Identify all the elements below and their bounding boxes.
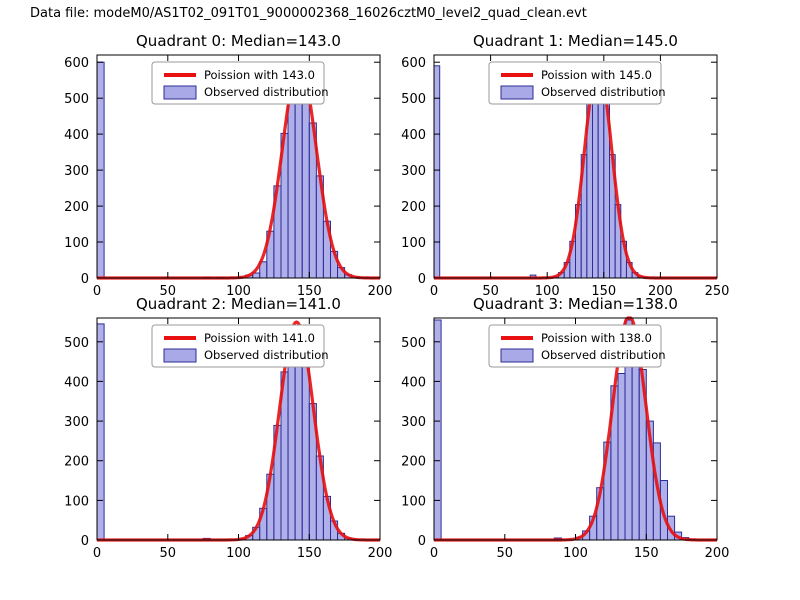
subplot-quadrant-1: 0 50 100 150 200 250 0 100 200 300 400 500 600 Quadra… [401,32,729,299]
y-tick-label: 200 [64,200,89,215]
x-tick-label: 0 [93,284,101,299]
y-tick-label: 100 [401,236,426,251]
histogram-bar [96,323,105,541]
subplot-title: Quadrant 1: Median=145.0 [473,32,678,50]
y-tick-label: 500 [401,92,426,107]
subplot-quadrant-2: 0 50 100 150 200 0 100 200 300 400 500 Quadrant 2: … [64,295,392,561]
histogram-bar [301,352,310,541]
y-tick-label: 100 [401,494,426,509]
y-tick-label: 500 [64,92,89,107]
x-tick-label: 50 [160,284,177,299]
x-tick-label: 50 [497,546,514,561]
y-tick-label: 300 [401,164,426,179]
y-tick-label: 600 [401,56,426,71]
legend-patch-marker [163,348,197,363]
subplot-title: Quadrant 3: Median=138.0 [473,295,678,313]
histogram-bars [433,65,650,279]
x-tick-label: 100 [563,546,588,561]
legend: Poission with 141.0 Observed distribution [151,324,329,368]
legend-patch-label: Observed distribution [204,348,329,362]
legend-patch-marker [500,85,534,100]
y-tick-label: 0 [81,534,89,549]
subplot-title: Quadrant 0: Median=143.0 [136,32,341,50]
legend-line-label: Poission with 141.0 [204,331,315,345]
y-tick-label: 0 [418,272,426,287]
x-tick-label: 150 [634,546,659,561]
histogram-bar [287,86,296,279]
y-tick-label: 400 [401,128,426,143]
y-tick-label: 300 [401,415,426,430]
histogram-bar [617,373,626,541]
figure-title: Data file: modeM0/AS1T02_091T01_90000023… [30,6,587,21]
x-axis-ticks: 0 50 100 150 200 [93,318,393,561]
y-tick-label: 0 [81,272,89,287]
subplot-quadrant-0: 0 50 100 150 200 0 100 200 300 400 500 600 Quadrant … [64,32,392,299]
subplot-title: Quadrant 2: Median=141.0 [136,295,341,313]
y-tick-label: 200 [64,455,89,470]
legend-patch-marker [163,85,197,100]
x-tick-label: 150 [591,284,616,299]
legend-patch-label: Observed distribution [204,85,329,99]
x-axis-ticks: 0 50 100 150 200 [430,318,730,561]
y-tick-label: 400 [64,128,89,143]
x-tick-label: 200 [368,546,393,561]
histogram-bar [433,65,441,279]
x-axis-ticks: 0 50 100 150 200 250 [430,55,730,299]
y-axis-ticks: 0 100 200 300 400 500 600 [401,56,717,287]
y-axis-ticks: 0 100 200 300 400 500 600 [64,56,380,287]
x-tick-label: 100 [226,546,251,561]
legend-patch-label: Observed distribution [541,348,666,362]
legend-line-label: Poission with 145.0 [541,68,652,82]
x-tick-label: 0 [93,546,101,561]
y-tick-label: 400 [401,375,426,390]
x-tick-label: 100 [535,284,560,299]
y-tick-label: 300 [64,415,89,430]
x-tick-label: 100 [226,284,251,299]
x-tick-label: 250 [705,284,730,299]
legend: Poission with 138.0 Observed distribution [488,324,666,368]
x-tick-label: 0 [430,546,438,561]
y-tick-label: 400 [64,375,89,390]
y-tick-label: 500 [64,336,89,351]
legend-patch-label: Observed distribution [541,85,666,99]
x-tick-label: 150 [297,546,322,561]
x-tick-label: 150 [297,284,322,299]
subplot-quadrant-3: 0 50 100 150 200 0 100 200 300 400 500 Quadrant 3: … [401,295,729,561]
x-tick-label: 50 [160,546,177,561]
axes-frame [433,54,718,279]
legend: Poission with 143.0 Observed distribution [151,61,329,105]
x-tick-label: 200 [368,284,393,299]
y-axis-ticks: 0 100 200 300 400 500 [64,336,380,549]
histogram-bar [301,79,310,279]
x-tick-label: 200 [648,284,673,299]
x-axis-ticks: 0 50 100 150 200 [93,55,393,299]
x-tick-label: 0 [430,284,438,299]
y-tick-label: 0 [418,534,426,549]
y-tick-label: 500 [401,336,426,351]
legend-patch-marker [500,348,534,363]
y-tick-label: 300 [64,164,89,179]
y-tick-label: 100 [64,494,89,509]
legend: Poission with 145.0 Observed distribution [488,61,666,105]
x-tick-label: 50 [482,284,499,299]
histogram-bars [96,323,360,541]
y-tick-label: 600 [64,56,89,71]
y-tick-label: 100 [64,236,89,251]
x-tick-label: 200 [705,546,730,561]
legend-line-label: Poission with 138.0 [541,331,652,345]
y-tick-label: 200 [401,200,426,215]
y-tick-label: 200 [401,455,426,470]
y-axis-ticks: 0 100 200 300 400 500 [401,336,717,549]
legend-line-label: Poission with 143.0 [204,68,315,82]
histogram-bar [433,319,442,541]
